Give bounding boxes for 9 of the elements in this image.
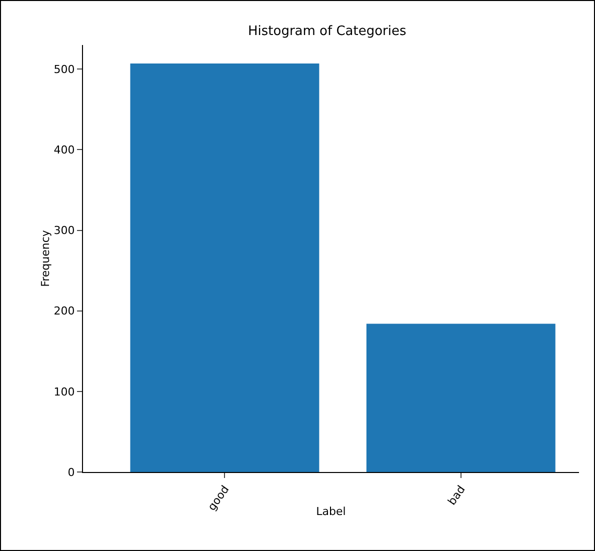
y-axis-title: Frequency	[38, 230, 52, 287]
y-tick-label: 0	[68, 466, 75, 479]
y-tick-label: 400	[54, 144, 75, 157]
y-tick-label: 300	[54, 224, 75, 238]
chart-title: Histogram of Categories	[248, 24, 407, 39]
y-tick-label: 200	[54, 304, 75, 318]
y-tick-label: 500	[54, 63, 75, 76]
y-tick-label: 100	[54, 385, 75, 398]
x-axis-title: Label	[316, 505, 346, 518]
